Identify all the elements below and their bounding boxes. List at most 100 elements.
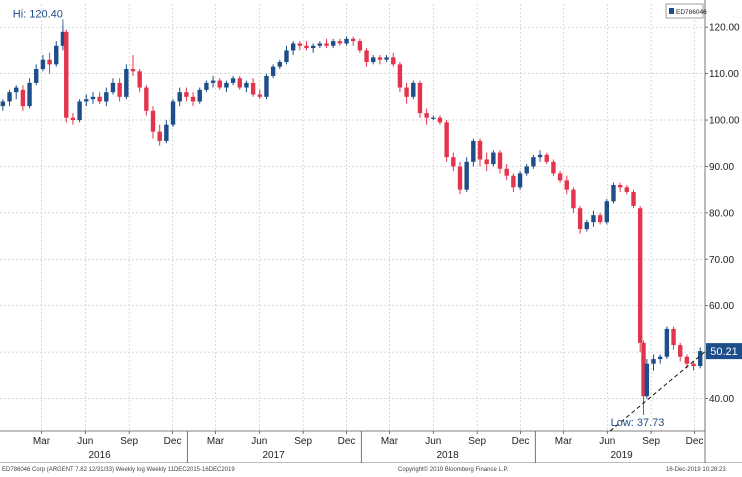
candle-up: [164, 124, 169, 141]
y-tick-label: 80.00: [709, 208, 734, 219]
candle-down: [351, 38, 356, 42]
candle-up: [664, 328, 670, 357]
candle-up: [0, 101, 6, 107]
candle-up: [290, 43, 296, 51]
candle-down: [157, 131, 162, 141]
candle-down: [511, 175, 516, 188]
candle-down: [47, 59, 52, 65]
candle-down: [391, 57, 396, 65]
x-month-label: Dec: [512, 436, 530, 447]
x-year-label: 2017: [262, 450, 285, 461]
x-month-label: Sep: [294, 436, 312, 447]
y-tick-label: 40.00: [709, 394, 734, 405]
candle-up: [584, 222, 589, 230]
x-month-label: Jun: [599, 436, 615, 447]
candle-up: [464, 161, 469, 190]
candle-down: [64, 31, 69, 118]
candle-up: [657, 356, 663, 360]
candle-up: [210, 80, 216, 83]
candle-up: [491, 152, 496, 165]
candle-down: [184, 92, 189, 97]
candle-up: [90, 96, 96, 100]
last-value-label: 50.21: [710, 346, 738, 358]
candle-down: [97, 96, 102, 102]
candle-down: [364, 50, 369, 63]
candle-down: [257, 94, 262, 97]
candle-down: [377, 57, 383, 60]
candle-down: [117, 82, 122, 97]
candle-down: [671, 328, 676, 346]
candle-up: [60, 31, 66, 46]
candle-down: [557, 173, 563, 181]
candle-up: [244, 82, 249, 88]
candle-up: [317, 43, 323, 46]
candle-up: [84, 99, 89, 102]
candle-down: [150, 110, 156, 132]
candle-down: [424, 113, 429, 118]
candle-down: [137, 71, 142, 88]
candle-down: [444, 122, 449, 158]
candle-down: [397, 64, 403, 88]
candle-up: [40, 59, 46, 69]
y-tick-label: 110.00: [709, 69, 739, 80]
candle-up: [14, 87, 19, 93]
candle-down: [678, 345, 683, 357]
y-tick-label: 70.00: [709, 255, 734, 266]
hi-annotation-label: Hi: 120.40: [13, 8, 63, 20]
candle-down: [641, 342, 646, 397]
candle-up: [177, 92, 182, 102]
candle-up: [644, 363, 650, 397]
legend-ticker: ED786046: [676, 9, 707, 16]
candle-up: [104, 92, 109, 102]
candle-down: [20, 89, 26, 107]
candle-down: [624, 187, 630, 192]
x-month-label: Mar: [207, 436, 225, 447]
candle-up: [371, 57, 376, 63]
candle-up: [7, 92, 12, 102]
candle-down: [357, 41, 363, 51]
y-tick-label: 120.00: [709, 23, 740, 34]
x-month-label: Sep: [120, 436, 138, 447]
x-month-label: Dec: [164, 436, 182, 447]
candle-down: [564, 180, 569, 190]
candle-down: [324, 43, 329, 46]
candle-up: [471, 140, 476, 162]
x-month-label: Sep: [642, 436, 660, 447]
candle-down: [190, 96, 196, 102]
low-annotation-label: Low: 37.73: [611, 417, 665, 429]
x-year-label: 2018: [436, 450, 459, 461]
candle-down: [637, 208, 643, 343]
x-month-label: Jun: [77, 436, 93, 447]
candle-up: [524, 166, 529, 174]
candle-down: [404, 87, 409, 97]
candle-up: [431, 117, 436, 119]
x-month-label: Mar: [555, 436, 573, 447]
candle-up: [310, 45, 316, 49]
candle-down: [544, 154, 549, 162]
candle-down: [304, 45, 309, 49]
candle-down: [577, 208, 583, 230]
x-month-label: Jun: [251, 436, 267, 447]
candle-up: [611, 185, 616, 202]
candle-down: [250, 82, 256, 95]
x-month-label: Mar: [33, 436, 51, 447]
candle-down: [437, 117, 443, 123]
candle-down: [571, 189, 576, 209]
candle-up: [591, 215, 596, 223]
legend-swatch: [669, 8, 674, 14]
candle-down: [451, 157, 456, 167]
candle-down: [457, 166, 463, 190]
candle-up: [230, 78, 236, 83]
candle-up: [197, 89, 202, 102]
candle-down: [130, 68, 136, 72]
chart-background: [0, 0, 742, 463]
candle-down: [597, 215, 603, 223]
candle-up: [224, 82, 229, 88]
candlestick-chart: 40.0050.0060.0070.0080.0090.00100.00110.…: [0, 0, 742, 464]
candle-down: [217, 80, 222, 88]
candle-down: [337, 41, 343, 44]
y-tick-label: 60.00: [709, 301, 734, 312]
candle-down: [691, 363, 696, 367]
candle-down: [237, 78, 242, 88]
